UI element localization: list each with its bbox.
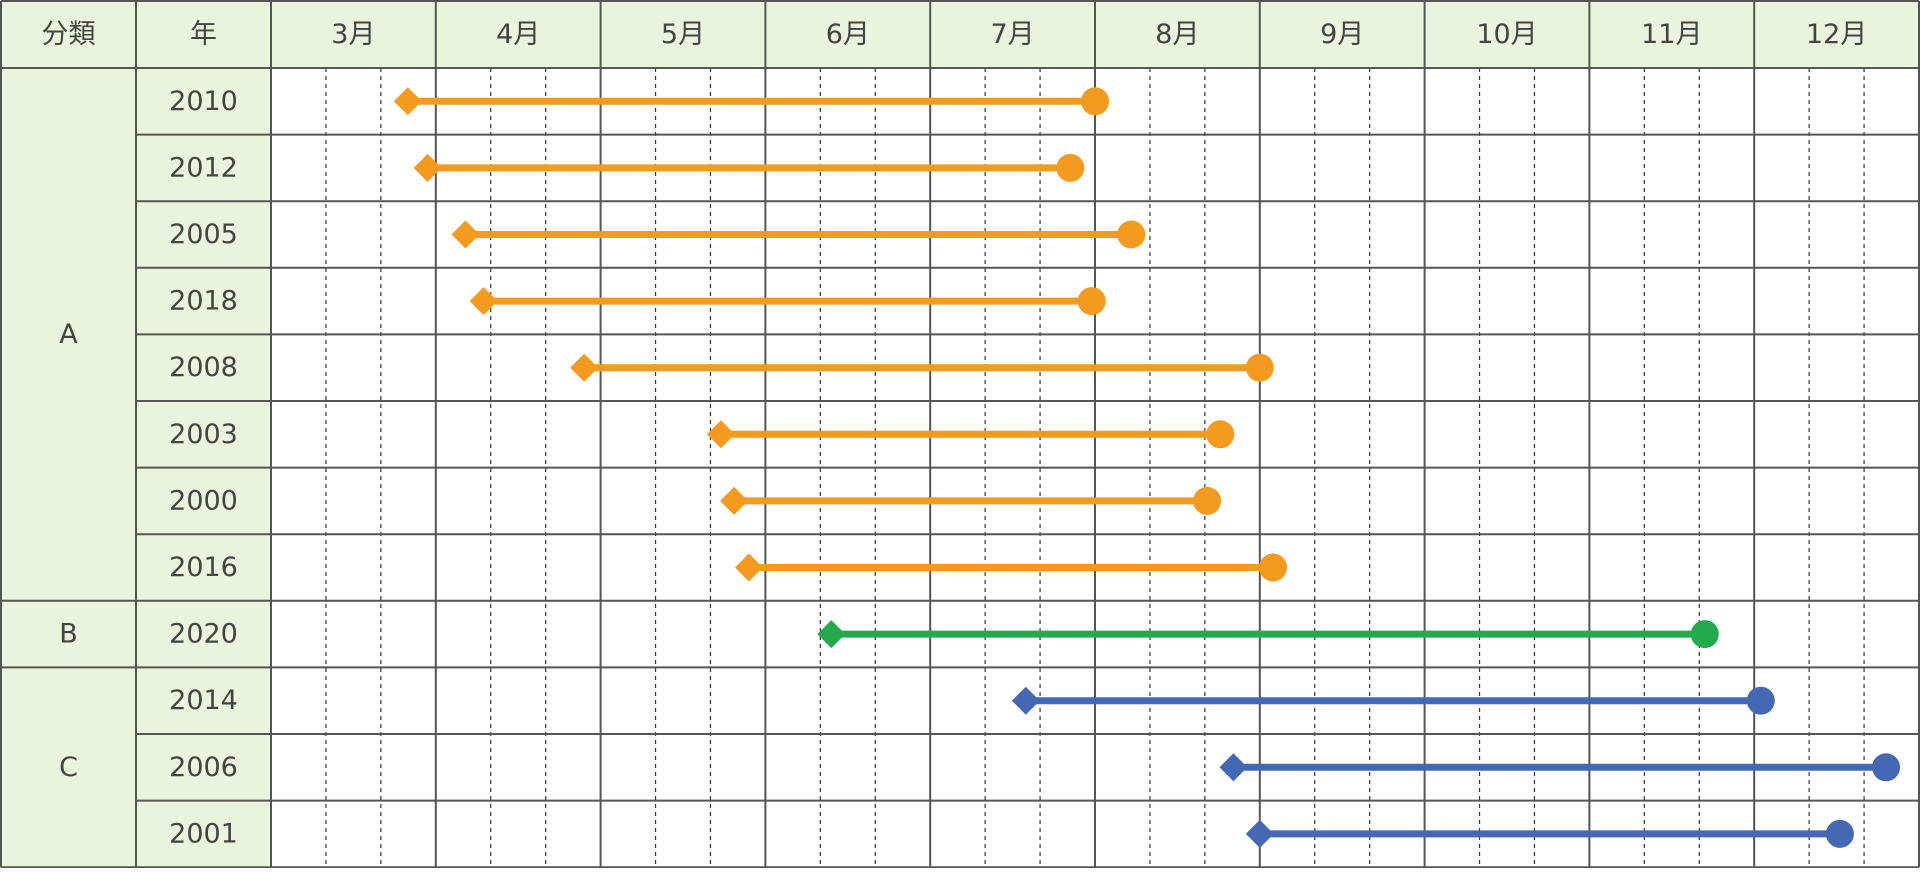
start-marker-diamond	[413, 153, 442, 182]
header-category-label: 分類	[42, 19, 96, 50]
end-marker-circle	[1872, 753, 1901, 782]
end-marker-circle	[1206, 420, 1235, 449]
year-label: 2006	[169, 752, 238, 783]
month-tick-label: 7月	[991, 19, 1035, 50]
start-marker-diamond	[469, 287, 498, 316]
start-marker-diamond	[393, 87, 422, 116]
header-year-label: 年	[190, 19, 217, 50]
year-label: 2001	[169, 818, 238, 849]
year-label: 2020	[169, 619, 238, 650]
year-label: 2012	[169, 152, 238, 183]
header-background	[1, 1, 1919, 68]
end-marker-circle	[1245, 353, 1274, 382]
start-marker-diamond	[734, 553, 763, 582]
start-marker-diamond	[1011, 686, 1040, 715]
month-tick-label: 3月	[331, 19, 375, 50]
start-marker-diamond	[817, 620, 846, 649]
year-label: 2018	[169, 286, 238, 317]
category-label: C	[59, 752, 78, 783]
start-marker-diamond	[720, 486, 749, 515]
year-label: 2005	[169, 219, 238, 250]
end-marker-circle	[1081, 87, 1109, 116]
start-marker-diamond	[1219, 753, 1248, 782]
end-marker-circle	[1193, 486, 1222, 515]
year-label: 2000	[169, 485, 238, 516]
month-tick-label: 4月	[496, 19, 540, 50]
start-marker-diamond	[570, 353, 599, 382]
year-label: 2016	[169, 552, 238, 583]
start-marker-diamond	[451, 220, 480, 249]
start-marker-diamond	[706, 420, 735, 449]
year-label: 2014	[169, 685, 238, 716]
month-tick-label: 11月	[1641, 19, 1702, 50]
month-tick-label: 6月	[826, 19, 870, 50]
category-label: B	[59, 619, 78, 650]
category-label: A	[59, 319, 78, 350]
month-tick-label: 5月	[661, 19, 705, 50]
end-marker-circle	[1746, 686, 1775, 715]
month-tick-label: 12月	[1806, 19, 1867, 50]
label-layer: 分類 年 3月 4月 5月 6月 7月 8月 9月 10月 11月 12月 A B C 2010 2012 2…	[42, 19, 1868, 849]
bars-layer	[393, 87, 1901, 848]
end-marker-circle	[1825, 819, 1854, 848]
month-tick-label: 10月	[1476, 19, 1537, 50]
end-marker-circle	[1056, 153, 1085, 182]
month-tick-label: 9月	[1320, 19, 1364, 50]
end-marker-circle	[1077, 287, 1106, 316]
end-marker-circle	[1690, 620, 1719, 649]
year-label: 2008	[169, 352, 238, 383]
end-marker-circle	[1117, 220, 1146, 249]
month-tick-label: 8月	[1155, 19, 1199, 50]
year-label: 2003	[169, 419, 238, 450]
start-marker-diamond	[1245, 819, 1274, 848]
year-label: 2010	[169, 86, 238, 117]
end-marker-circle	[1258, 553, 1287, 582]
